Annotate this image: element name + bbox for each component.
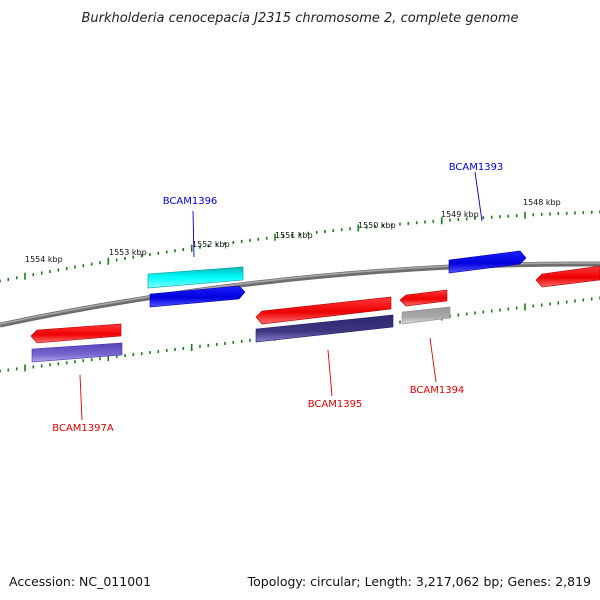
gene-label-bcam1394[interactable]: BCAM1394 [410, 385, 465, 396]
gene-bcam1396-forward-arrow[interactable] [149, 285, 246, 308]
gene-label-bcam1395[interactable]: BCAM1395 [308, 399, 363, 410]
gene-feature-bcam1397a-purple[interactable] [31, 342, 123, 363]
scale-label-1548: 1548 kbp [523, 198, 561, 207]
scale-label-1550: 1550 kbp [358, 221, 396, 230]
map-title: Burkholderia cenocepacia J2315 chromosom… [81, 11, 518, 26]
gene-feature-bcam1395-navy[interactable] [255, 314, 394, 343]
gene-feature-bcam1396-cyan[interactable] [147, 266, 244, 289]
scale-label-1554: 1554 kbp [25, 255, 63, 264]
scale-label-1553: 1553 kbp [109, 248, 147, 257]
gene-bcam1393-forward-arrow[interactable] [448, 250, 527, 274]
accession-text: Accession: NC_011001 [9, 574, 151, 589]
gene-label-bcam1393[interactable]: BCAM1393 [449, 162, 504, 173]
scale-label-1551: 1551 kbp [275, 231, 313, 240]
leader-line-bcam1397a [79, 374, 83, 421]
scale-label-1549: 1549 kbp [441, 210, 479, 219]
leader-line-bcam1393 [474, 171, 483, 222]
gene-label-bcam1397a[interactable]: BCAM1397A [52, 423, 114, 434]
gene-bcam1395-reverse-arrow[interactable] [255, 296, 392, 325]
leader-line-bcam1395 [327, 349, 333, 397]
topology-summary: Topology: circular; Length: 3,217,062 bp… [247, 574, 591, 589]
gene-bcam1394-reverse-arrow[interactable] [399, 289, 448, 307]
outer-scale-ticks [0, 210, 600, 283]
gene-reverse-arrow-edge[interactable] [535, 265, 600, 288]
gene-feature-bcam1394-gray[interactable] [401, 306, 451, 325]
leader-line-bcam1394 [429, 337, 437, 383]
gene-bcam1397a-reverse-arrow[interactable] [30, 323, 122, 344]
scale-label-1552: 1552 kbp [192, 240, 230, 249]
gene-label-bcam1396[interactable]: BCAM1396 [163, 196, 218, 207]
leader-line-bcam1396 [192, 210, 195, 258]
